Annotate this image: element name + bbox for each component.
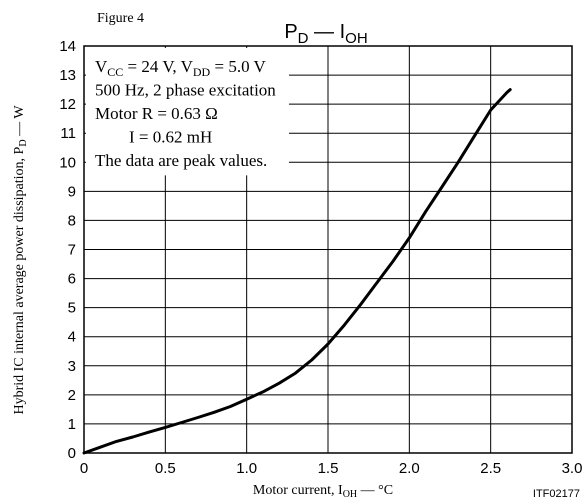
annotation-background (86, 48, 289, 176)
y-tick-label: 14 (59, 38, 76, 55)
annotation-line: VCC = 24 V, VDD = 5.0 V (95, 57, 267, 79)
y-tick-label: 3 (68, 358, 76, 375)
annotation-line: I = 0.62 mH (95, 128, 212, 147)
plot-frame (83, 45, 573, 454)
x-tick-label: 3.0 (562, 460, 583, 477)
series-line (82, 88, 512, 455)
y-tick-label: 8 (68, 212, 76, 229)
y-tick-label: 7 (68, 242, 76, 259)
annotation-line: The data are peak values. (95, 151, 267, 170)
y-tick-label: 11 (60, 125, 76, 142)
x-tick-label: 2.5 (480, 460, 501, 477)
footer-code: ITF02177 (533, 488, 580, 500)
figure-label: Figure 4 (97, 11, 144, 26)
y-tick-label: 10 (59, 154, 76, 171)
y-tick-label: 0 (68, 445, 76, 462)
y-tick-label: 5 (68, 300, 76, 317)
chart-title: PD — IOH (284, 21, 367, 47)
y-tick-label: 9 (68, 183, 76, 200)
y-tick-label: 13 (59, 67, 76, 84)
x-axis-label: Motor current, IOH — °C (253, 483, 393, 500)
x-tick-label: 1.5 (318, 460, 339, 477)
y-tick-label: 4 (68, 329, 76, 346)
annotation-line: Motor R = 0.63 Ω (95, 104, 218, 123)
x-tick-label: 2.0 (399, 460, 420, 477)
x-tick-labels: 0 0.5 1.0 1.5 2.0 2.5 3.0 (80, 460, 583, 477)
y-tick-label: 2 (68, 387, 76, 404)
y-tick-label: 6 (68, 271, 76, 288)
y-tick-label: 1 (68, 416, 76, 433)
x-tick-label: 0.5 (155, 460, 176, 477)
y-tick-label: 12 (59, 96, 76, 113)
x-tick-label: 1.0 (236, 460, 257, 477)
annotation-box: VCC = 24 V, VDD = 5.0 V 500 Hz, 2 phase e… (86, 48, 289, 176)
x-tick-label: 0 (80, 460, 88, 477)
y-axis-label: Hybrid IC internal average power dissipa… (12, 105, 29, 415)
annotation-line: 500 Hz, 2 phase excitation (95, 81, 276, 100)
